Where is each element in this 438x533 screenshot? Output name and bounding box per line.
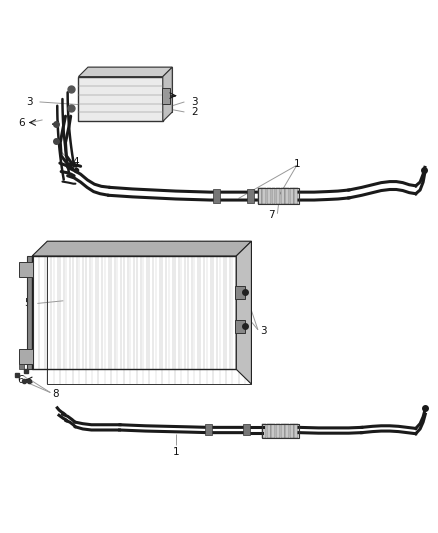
Bar — [267, 188, 271, 204]
Bar — [285, 188, 289, 204]
Bar — [243, 424, 250, 435]
Bar — [19, 364, 24, 369]
Bar — [258, 188, 262, 204]
Bar — [294, 424, 298, 438]
Polygon shape — [78, 77, 163, 122]
Bar — [285, 424, 289, 438]
Bar — [19, 349, 33, 364]
Bar — [272, 424, 276, 438]
Polygon shape — [88, 67, 172, 112]
Text: 1: 1 — [293, 159, 300, 168]
Polygon shape — [78, 67, 172, 77]
Text: 8: 8 — [53, 389, 59, 399]
Bar — [262, 188, 266, 204]
Text: 5: 5 — [24, 298, 31, 309]
Bar — [281, 424, 285, 438]
Bar — [276, 188, 280, 204]
Bar — [290, 424, 294, 438]
Text: 4: 4 — [72, 157, 78, 167]
Text: 3: 3 — [191, 97, 198, 107]
Bar — [247, 189, 254, 203]
Bar — [19, 262, 33, 277]
Bar — [235, 286, 244, 298]
Bar — [162, 88, 170, 103]
Text: 3: 3 — [260, 326, 267, 336]
Polygon shape — [163, 67, 172, 122]
Bar — [27, 256, 33, 369]
Polygon shape — [32, 241, 251, 256]
Bar — [276, 424, 280, 438]
Bar — [205, 424, 212, 435]
Bar — [272, 188, 276, 204]
Bar — [294, 188, 298, 204]
Bar — [212, 190, 220, 203]
Text: 3: 3 — [26, 97, 33, 107]
Bar — [267, 424, 271, 438]
Text: 1: 1 — [173, 447, 179, 457]
Polygon shape — [236, 241, 251, 384]
Bar — [281, 188, 285, 204]
Bar — [258, 188, 299, 204]
Text: 2: 2 — [191, 107, 198, 117]
Bar — [262, 424, 266, 438]
Text: 7: 7 — [268, 211, 274, 220]
Bar — [290, 188, 294, 204]
Bar — [235, 320, 244, 333]
Text: 6: 6 — [17, 375, 24, 385]
Bar — [262, 424, 299, 438]
Text: 6: 6 — [18, 117, 25, 127]
